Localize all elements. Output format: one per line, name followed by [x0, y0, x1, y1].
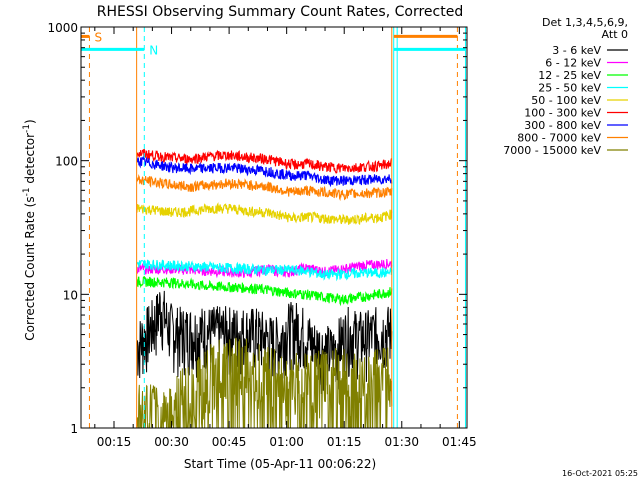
x-tick-label: 01:15 — [327, 435, 362, 449]
y-axis-label-part3: ) — [23, 119, 37, 124]
y-tick-label: 1 — [70, 422, 78, 436]
x-tick-label: 01:30 — [384, 435, 419, 449]
series-line-12-25-kev — [136, 275, 393, 307]
chart-title: RHESSI Observing Summary Count Rates, Co… — [97, 4, 463, 20]
series-line-800-7000-kev — [136, 174, 393, 202]
timestamp: 16-Oct-2021 05:25 — [562, 469, 638, 478]
y-axis-label-part2: detector — [23, 133, 37, 188]
series-line-100-300-kev — [136, 148, 392, 174]
series-line-3-6-kev — [136, 290, 393, 395]
x-tick-label: 01:00 — [269, 435, 304, 449]
legend-label: 25 - 50 keV — [538, 82, 601, 95]
y-axis-label: Corrected Count Rate (s-1 detector-1) — [22, 119, 37, 340]
y-axis-label-sup1: -1 — [22, 187, 32, 196]
y-tick-label: 1000 — [47, 21, 78, 35]
y-tick-label: 100 — [55, 155, 78, 169]
flag-label-s: S — [94, 30, 102, 44]
legend-label: 100 - 300 keV — [524, 107, 601, 120]
x-tick-label: 00:30 — [154, 435, 189, 449]
y-axis-label-sup2: -1 — [22, 124, 32, 133]
series-line-25-50-kev — [136, 259, 393, 282]
legend-label: 50 - 100 keV — [531, 94, 601, 107]
series-line-50-100-kev — [136, 202, 393, 226]
x-axis-label: Start Time (05-Apr-11 00:06:22) — [184, 457, 376, 471]
legend-header-2: Att 0 — [602, 28, 628, 41]
x-tick-label: 01:45 — [442, 435, 477, 449]
plot-frame — [80, 26, 468, 429]
legend-label: 7000 - 15000 keV — [503, 144, 601, 157]
series-layer — [136, 27, 398, 429]
y-tick-label: 10 — [63, 288, 78, 302]
y-axis-label-part1: Corrected Count Rate (s — [23, 196, 37, 340]
x-axis: 00:15 00:30 00:45 01:00 01:15 01:30 01:45 — [94, 27, 477, 449]
flag-layer: SN — [81, 27, 466, 428]
y-axis: 1 10 100 1000 — [47, 21, 467, 436]
legend-label: 300 - 800 keV — [524, 119, 601, 132]
legend-label: 12 - 25 keV — [538, 69, 601, 82]
flag-label-n: N — [149, 43, 158, 57]
legend-label: 6 - 12 keV — [545, 57, 601, 70]
x-tick-label: 00:15 — [97, 435, 132, 449]
x-tick-label: 00:45 — [212, 435, 247, 449]
series-line-300-800-kev — [136, 155, 393, 188]
legend-label: 3 - 6 keV — [552, 44, 601, 57]
legend-label: 800 - 7000 keV — [517, 132, 601, 145]
legend-header-1: Det 1,3,4,5,6,9, — [542, 16, 628, 29]
